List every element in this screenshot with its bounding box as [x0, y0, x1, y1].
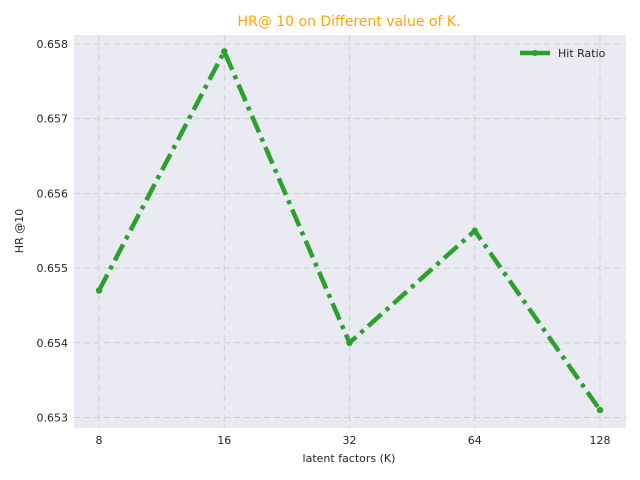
x-tick-label: 128	[590, 434, 611, 447]
series-layer	[95, 48, 604, 414]
chart-title: HR@ 10 on Different value of K.	[238, 14, 461, 30]
y-tick-label: 0.656	[37, 187, 69, 200]
legend-marker-hit-ratio	[532, 50, 538, 56]
x-tick-label: 64	[468, 434, 482, 447]
plot-background	[74, 35, 626, 428]
data-point	[596, 406, 604, 414]
y-tick-label: 0.655	[37, 262, 69, 275]
x-axis-label: latent factors (K)	[303, 452, 396, 465]
y-axis-ticks: 0.653 0.654 0.655 0.656 0.657 0.658	[37, 38, 69, 425]
data-point	[346, 339, 353, 347]
legend-label-hit-ratio: Hit Ratio	[558, 47, 606, 60]
legend: Hit Ratio	[520, 47, 606, 60]
x-tick-label: 32	[343, 434, 357, 447]
y-tick-label: 0.657	[37, 113, 69, 126]
data-point	[95, 287, 103, 294]
y-tick-label: 0.658	[37, 38, 69, 51]
x-tick-label: 16	[217, 434, 231, 447]
y-tick-label: 0.653	[37, 412, 69, 425]
x-tick-label: 8	[96, 434, 103, 447]
y-tick-label: 0.654	[37, 337, 69, 350]
y-axis-label: HR @10	[13, 209, 26, 253]
data-point	[221, 48, 228, 55]
data-point	[471, 227, 478, 234]
x-axis-ticks: 8 16 32 64 128	[96, 434, 611, 447]
